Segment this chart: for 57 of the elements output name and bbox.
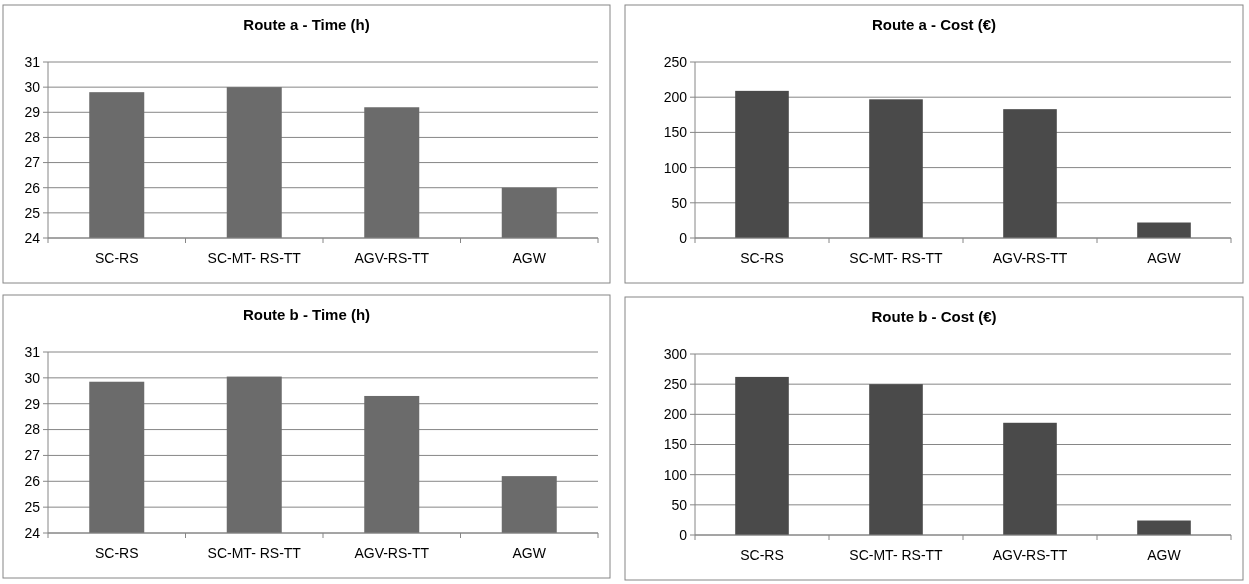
x-tick-label: AGW [512,250,547,266]
x-tick-label: AGW [1147,250,1182,266]
x-tick-label: SC-MT- RS-TT [849,547,944,563]
y-tick-label: 50 [671,194,688,211]
y-tick-label: 27 [24,154,41,171]
y-tick-label: 26 [24,473,41,490]
x-tick-label: AGV-RS-TT [354,250,430,266]
x-tick-label: AGV-RS-TT [992,547,1068,563]
chart-title: Route b - Cost (€) [871,308,997,325]
bar [735,90,789,238]
y-tick-label: 24 [24,524,41,541]
bar [735,376,789,535]
y-tick-label: 28 [24,421,41,438]
x-tick-label: AGW [1147,547,1182,563]
y-tick-label: 26 [24,179,41,196]
x-tick-label: AGV-RS-TT [992,250,1068,266]
y-tick-label: 100 [663,159,688,176]
y-tick-label: 0 [679,229,688,246]
y-tick-label: 28 [24,129,41,146]
y-tick-label: 150 [663,124,688,141]
y-tick-label: 250 [663,376,688,393]
y-tick-label: 250 [663,53,688,70]
y-tick-label: 24 [24,229,41,246]
y-tick-label: 200 [663,89,688,106]
y-tick-label: 100 [663,466,688,483]
x-tick-label: SC-MT- RS-TT [207,545,302,561]
y-tick-label: 0 [679,526,688,543]
bar [1137,520,1191,535]
x-tick-label: SC-MT- RS-TT [849,250,944,266]
bar [869,384,923,535]
y-tick-label: 25 [24,204,41,221]
x-tick-label: SC-RS [740,250,784,266]
x-tick-label: AGV-RS-TT [354,545,430,561]
x-tick-label: SC-RS [94,250,139,266]
y-tick-label: 50 [671,496,688,513]
y-tick-label: 150 [663,436,688,453]
y-tick-label: 200 [663,406,688,423]
chart-title: Route a - Time (h) [243,16,370,33]
chart-title: Route a - Cost (€) [871,16,997,33]
y-tick-label: 29 [24,104,41,121]
bar [1003,109,1057,238]
x-tick-label: AGW [512,545,547,561]
y-tick-label: 30 [24,79,41,96]
x-tick-label: SC-RS [740,547,784,563]
y-tick-label: 31 [24,53,41,70]
bar [1137,222,1191,238]
y-tick-label: 31 [24,343,41,360]
y-tick-label: 300 [663,345,688,362]
y-tick-label: 29 [24,395,41,412]
bar [1003,422,1057,535]
y-tick-label: 30 [24,369,41,386]
y-tick-label: 25 [24,499,41,516]
x-tick-label: SC-MT- RS-TT [207,250,302,266]
y-tick-label: 27 [24,447,41,464]
bar [869,99,923,238]
x-tick-label: SC-RS [94,545,139,561]
chart-title: Route b - Time (h) [242,306,371,323]
